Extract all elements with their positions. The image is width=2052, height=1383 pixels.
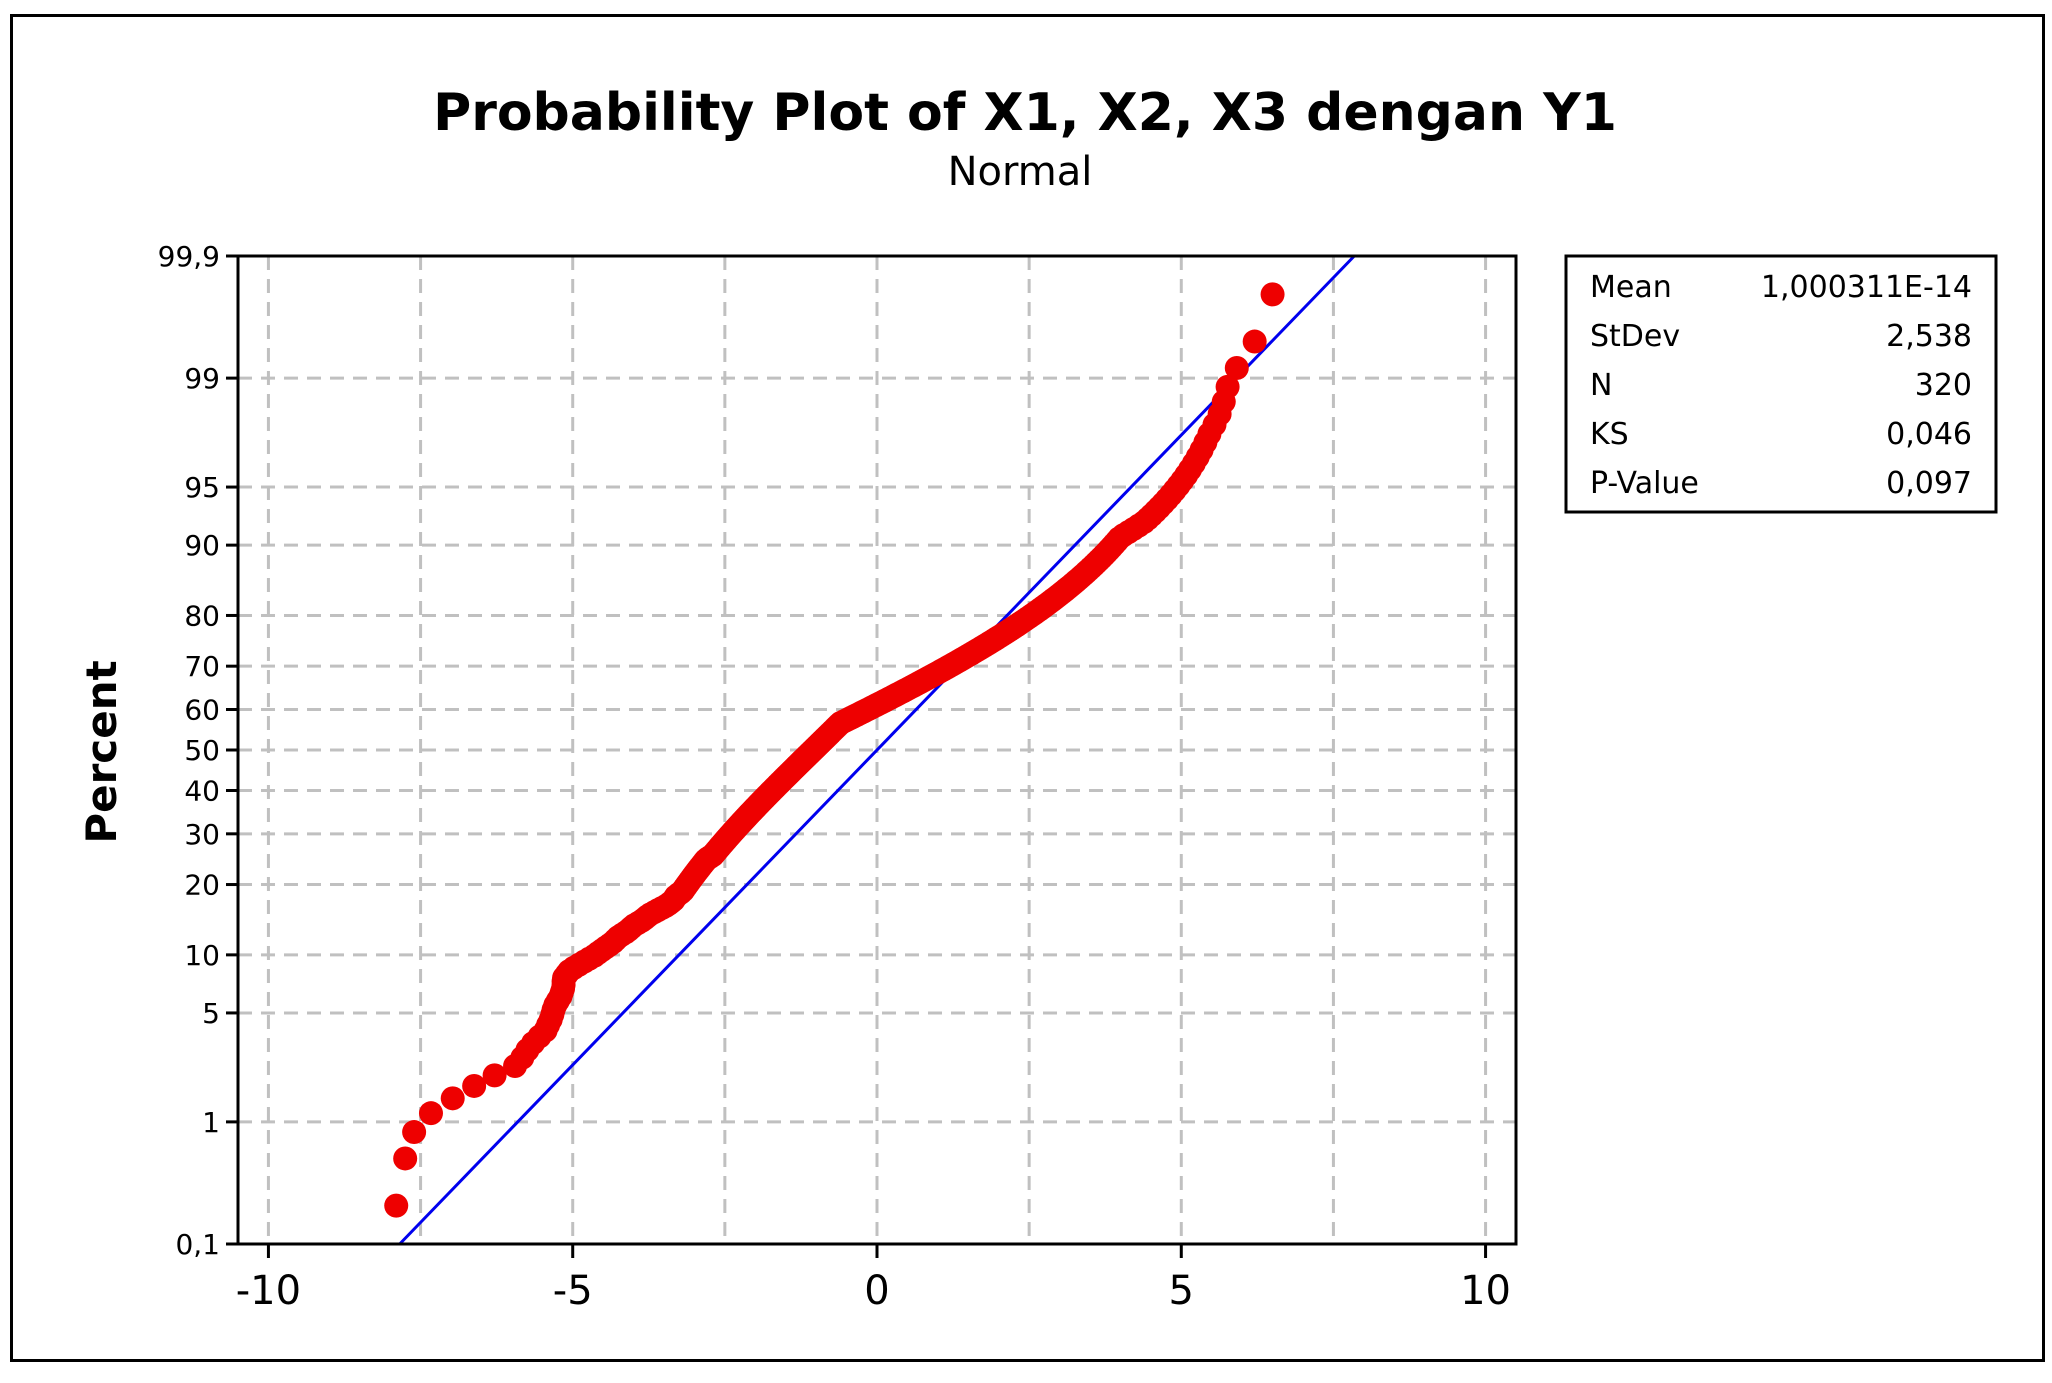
y-tick-label: 40: [184, 774, 220, 807]
stat-value: 1,000311E-14: [1761, 270, 1972, 305]
data-point: [1242, 329, 1267, 354]
plot-area: [236, 254, 1518, 1246]
stat-value: 0,046: [1886, 417, 1972, 452]
y-tick-label: 5: [202, 997, 220, 1030]
y-tick-label: 95: [184, 471, 220, 504]
stat-label: P-Value: [1590, 466, 1699, 501]
x-tick-label: -5: [553, 1268, 593, 1314]
data-point: [462, 1073, 487, 1098]
chart-title: Probability Plot of X1, X2, X3 dengan Y1: [433, 83, 1617, 143]
stats-legend: Mean 1,000311E-14 StDev 2,538 N 320 KS 0,046 P-V…: [1564, 254, 1998, 514]
stat-label: StDev: [1590, 319, 1680, 354]
data-point: [1260, 282, 1285, 307]
stat-label: N: [1590, 368, 1612, 403]
y-tick-label: 1: [202, 1106, 220, 1139]
y-tick-label: 70: [184, 650, 220, 683]
chart-subtitle: Normal: [948, 149, 1093, 195]
x-tick-label: 0: [864, 1268, 889, 1314]
x-tick-label: 5: [1169, 1268, 1194, 1314]
y-tick-label: 50: [184, 734, 220, 767]
chart-frame: [10, 14, 2045, 1362]
fit-line: [398, 254, 1356, 1246]
y-tick-label: 80: [184, 599, 220, 632]
y-tick-label: 90: [184, 529, 220, 562]
data-point: [393, 1146, 418, 1171]
grid-lines: [238, 254, 1516, 1246]
y-tick-labels: 0,1 1 5 10 20 30 40 50 60 70 80 90 95 99 99,9: [158, 240, 238, 1261]
y-tick-label: 30: [184, 818, 220, 851]
y-tick-label: 99: [184, 362, 220, 395]
stat-value: 0,097: [1886, 466, 1972, 501]
stat-value: 2,538: [1886, 319, 1972, 354]
fit-line-group: [398, 254, 1356, 1246]
y-tick-label: 60: [184, 694, 220, 727]
stat-label: Mean: [1590, 270, 1672, 305]
x-tick-labels: -10 -5 0 5 10: [236, 1244, 1511, 1314]
data-point: [1215, 374, 1240, 399]
data-point: [402, 1120, 427, 1145]
y-tick-label: 10: [184, 939, 220, 972]
y-tick-label: 99,9: [158, 240, 220, 273]
y-axis-label: Percent: [77, 660, 126, 843]
data-point: [384, 1193, 409, 1218]
data-point: [440, 1086, 465, 1111]
y-tick-label: 0,1: [175, 1228, 220, 1261]
x-tick-label: 10: [1460, 1268, 1511, 1314]
y-tick-label: 20: [184, 869, 220, 902]
data-point: [418, 1101, 443, 1126]
data-points: [384, 282, 1285, 1218]
data-point: [482, 1063, 507, 1088]
x-tick-label: -10: [236, 1268, 301, 1314]
data-point: [1224, 355, 1249, 380]
stats-box-border: [1564, 254, 1998, 514]
stat-value: 320: [1915, 368, 1972, 403]
stat-label: KS: [1590, 417, 1629, 452]
